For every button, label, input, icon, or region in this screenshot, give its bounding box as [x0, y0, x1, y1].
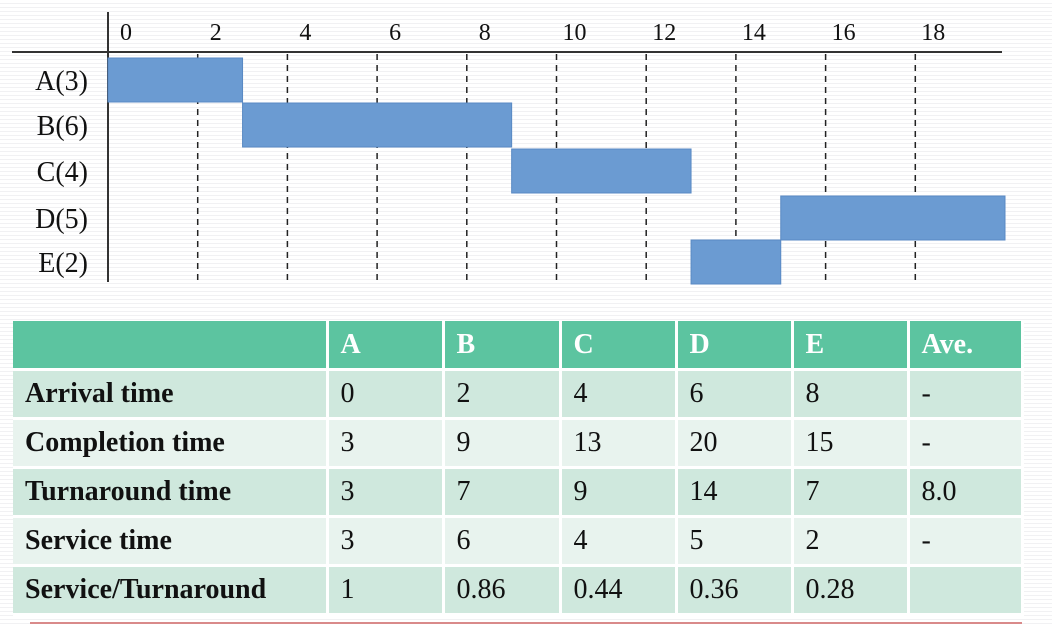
- column-header: D: [676, 321, 794, 371]
- table-cell: 9: [560, 467, 678, 518]
- column-header: B: [443, 321, 562, 371]
- table-cell: 6: [676, 369, 794, 420]
- table-cell: 0.28: [792, 565, 910, 616]
- bar-C-0: [511, 148, 692, 194]
- x-tick-label-12: 12: [652, 20, 676, 46]
- table-cell: 0: [327, 369, 445, 420]
- table-cell: [908, 565, 1024, 616]
- x-tick-label-18: 18: [921, 20, 945, 46]
- table-cell: -: [908, 418, 1024, 469]
- table-cell: 9: [443, 418, 562, 469]
- row-label-E: E(2): [38, 248, 88, 279]
- table-row: Turnaround time 3 7 9 14 7 8.0: [13, 467, 1024, 518]
- row-label-B: B(6): [37, 111, 88, 142]
- column-header: Ave.: [908, 321, 1024, 371]
- table-cell: 8.0: [908, 467, 1024, 518]
- x-tick-label-4: 4: [299, 20, 311, 46]
- x-tick-label-2: 2: [210, 20, 222, 46]
- row-label-C: C(4): [37, 157, 88, 188]
- row-label: Completion time: [13, 418, 329, 469]
- table-cell: 13: [560, 418, 678, 469]
- bar-D-0: [780, 195, 1006, 241]
- gantt-chart: 0 2 4 6 8 10 12 14 16 18 A(3) B(6) C(4) D(5) E(2): [12, 12, 1006, 285]
- table-cell: 2: [792, 516, 910, 567]
- table-cell: 2: [443, 369, 562, 420]
- column-header: C: [560, 321, 678, 371]
- x-tick-label-16: 16: [832, 20, 856, 46]
- table-cell: -: [908, 369, 1024, 420]
- table-cell: 3: [327, 418, 445, 469]
- row-label: Service/Turnaround: [13, 565, 329, 616]
- bar-A-0: [107, 57, 244, 103]
- table-cell: 3: [327, 467, 445, 518]
- x-tick-label-14: 14: [742, 20, 766, 46]
- table-cell: 8: [792, 369, 910, 420]
- table-row: Arrival time 0 2 4 6 8-: [13, 369, 1024, 420]
- table-cell: 3: [327, 516, 445, 567]
- table-header-row: A B C D E Ave.: [13, 321, 1024, 371]
- table-cell: 6: [443, 516, 562, 567]
- table-cell: 0.86: [443, 565, 562, 616]
- x-tick-label-6: 6: [389, 20, 401, 46]
- table-cell: 14: [676, 467, 794, 518]
- table-row: Service/Turnaround 1 0.86 0.44 0.36 0.28: [13, 565, 1024, 616]
- table-cell: 5: [676, 516, 794, 567]
- bar-E-0: [690, 239, 782, 285]
- table-cell: 4: [560, 516, 678, 567]
- header-blank-cell: [13, 321, 329, 371]
- x-tick-label-8: 8: [479, 20, 491, 46]
- bottom-rule: [30, 622, 1022, 624]
- table-cell: 7: [792, 467, 910, 518]
- bar-B-0: [242, 102, 513, 148]
- table-cell: -: [908, 516, 1024, 567]
- table-cell: 15: [792, 418, 910, 469]
- row-label: Arrival time: [13, 369, 329, 420]
- table-row: Completion time 3 9 13 20 15-: [13, 418, 1024, 469]
- row-label-A: A(3): [35, 66, 88, 97]
- table-cell: 7: [443, 467, 562, 518]
- column-header: E: [792, 321, 910, 371]
- x-tick-label-0: 0: [120, 20, 132, 46]
- row-label: Service time: [13, 516, 329, 567]
- table-row: Service time 3 6 4 5 2-: [13, 516, 1024, 567]
- table-cell: 4: [560, 369, 678, 420]
- row-label: Turnaround time: [13, 467, 329, 518]
- scheduling-table: A B C D E Ave. Arrival time 0 2 4 6 8- Completion t…: [13, 321, 1024, 616]
- table-cell: 0.44: [560, 565, 678, 616]
- table-cell: 0.36: [676, 565, 794, 616]
- row-label-D: D(5): [35, 204, 88, 235]
- x-tick-label-10: 10: [563, 20, 587, 46]
- column-header: A: [327, 321, 445, 371]
- table-cell: 20: [676, 418, 794, 469]
- table-cell: 1: [327, 565, 445, 616]
